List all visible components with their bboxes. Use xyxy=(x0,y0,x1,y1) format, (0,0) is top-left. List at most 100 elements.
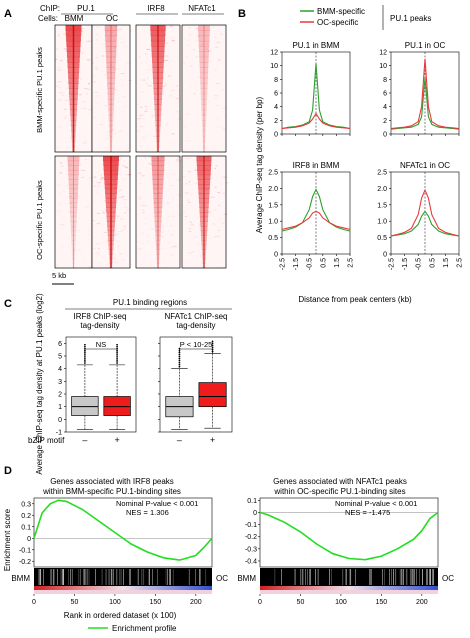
y-tick-label: 8 xyxy=(274,77,278,84)
end-label-bmm: BMM xyxy=(237,574,256,583)
heatmap-speck xyxy=(140,204,144,206)
heatmap-speck xyxy=(100,174,102,176)
outlier-point xyxy=(84,358,86,360)
y-tick-label: -0.3 xyxy=(245,546,257,553)
heatmap-speck xyxy=(171,173,176,175)
x-tick-label: 50 xyxy=(71,599,79,606)
heatmap-speck xyxy=(137,130,141,132)
heatmap-speck xyxy=(141,62,143,64)
heatmap-speck xyxy=(141,175,145,177)
panel-b-letter: B xyxy=(238,8,246,20)
heatmap-speck xyxy=(71,227,75,229)
heatmap-streak xyxy=(70,221,77,227)
y-tick-label: 3 xyxy=(58,379,62,386)
heatmap-streak xyxy=(68,179,79,185)
heatmap-speck xyxy=(116,215,120,217)
heatmap-speck xyxy=(163,169,166,171)
gsea-frame xyxy=(33,497,213,568)
heatmap-speck xyxy=(63,33,66,35)
x-tick-label: 100 xyxy=(335,599,347,606)
heatmap-speck xyxy=(195,40,197,42)
heatmap-speck xyxy=(185,140,188,142)
heatmap-speck xyxy=(140,91,145,93)
heatmap-speck xyxy=(122,110,125,112)
heatmap-speck xyxy=(172,198,174,200)
heatmap-streak xyxy=(104,30,118,37)
heatmap-speck xyxy=(171,133,175,135)
heatmap-speck xyxy=(221,126,223,128)
heatmap-speck xyxy=(147,69,151,71)
cells-label: Cells: xyxy=(38,14,58,23)
heatmap-speck xyxy=(105,31,110,33)
heatmap-speck xyxy=(122,196,125,198)
x-tick-label: 50 xyxy=(297,599,305,606)
heatmap-speck xyxy=(89,266,91,267)
panel-c-xcat-label: bZIP motif xyxy=(28,436,65,445)
heatmap-speck xyxy=(95,33,99,35)
heatmap-speck xyxy=(224,114,227,116)
heatmap-speck xyxy=(58,99,63,101)
y-tick-label: 1.5 xyxy=(377,202,387,209)
y-tick-label: 0 xyxy=(383,252,387,259)
heatmap-speck xyxy=(104,146,106,147)
heatmap-speck xyxy=(103,105,108,107)
heatmap-speck xyxy=(170,254,173,256)
heatmap-streak xyxy=(201,99,207,105)
heatmap-speck xyxy=(165,124,169,126)
heatmap-streak xyxy=(106,72,116,79)
heatmap-speck xyxy=(151,228,154,230)
heatmap-speck xyxy=(124,206,128,208)
heatmap-speck xyxy=(182,62,186,64)
gsea-plots: -0.2 -0.1 0 0.1 0.2 0.3 Nominal P-value < 0.00… xyxy=(11,497,454,606)
heatmap-speck xyxy=(207,100,210,102)
heatmap-speck xyxy=(117,246,120,248)
heatmap-speck xyxy=(216,82,220,84)
heatmap-speck xyxy=(86,93,88,95)
heatmap-speck xyxy=(205,48,208,50)
heatmap-speck xyxy=(167,230,170,232)
heatmap-speck xyxy=(188,230,192,232)
x-tick-label: -0.5 xyxy=(307,258,314,270)
x-tick-label: -2.5 xyxy=(389,258,396,270)
y-tick-label: 5 xyxy=(58,354,62,361)
heatmap-streak xyxy=(107,77,115,84)
y-tick-label: 2.0 xyxy=(268,186,278,193)
heatmap-streak xyxy=(108,120,114,127)
heatmap-speck xyxy=(157,191,161,193)
heatmap-streak xyxy=(198,46,210,52)
panel-b-xlabel: Distance from peak centers (kb) xyxy=(298,295,412,304)
heatmap-speck xyxy=(83,101,87,103)
heatmap-speck xyxy=(87,233,90,235)
heatmap-speck xyxy=(93,248,96,250)
heatmap-speck xyxy=(60,162,63,164)
heatmap-speck xyxy=(105,138,109,140)
heatmap-streak xyxy=(69,193,78,199)
heatmap-speck xyxy=(188,228,192,230)
heatmap-speck xyxy=(63,108,67,110)
heatmap-speck xyxy=(56,48,59,50)
heatmap-speck xyxy=(109,25,111,27)
outlier-point xyxy=(116,362,118,364)
heatmap-speck xyxy=(93,176,97,178)
y-tick-label: 2.5 xyxy=(377,170,387,177)
heatmap-speck xyxy=(221,222,225,224)
heatmap-frame xyxy=(91,155,131,269)
heatmap-streak xyxy=(202,141,206,148)
heatmap-speck xyxy=(75,110,79,112)
heatmap-speck xyxy=(161,78,165,80)
heatmap-speck xyxy=(190,34,192,36)
gsea-right-title-1: Genes associated with NFATc1 peaks xyxy=(273,477,407,486)
heatmap-speck xyxy=(193,93,196,95)
panel-c: C PU.1 binding regions IRF8 ChIP-seq tag… xyxy=(4,293,233,475)
heatmap-speck xyxy=(59,223,62,225)
heatmap-speck xyxy=(144,109,148,111)
heatmap-speck xyxy=(196,242,201,244)
heatmap-speck xyxy=(140,145,143,147)
heatmap-speck xyxy=(119,253,122,255)
heatmap-speck xyxy=(141,242,144,244)
heatmap-speck xyxy=(95,57,99,59)
heatmap-speck xyxy=(93,108,95,109)
heatmap-speck xyxy=(124,212,127,214)
heatmap-speck xyxy=(147,236,150,238)
heatmap-speck xyxy=(88,82,90,84)
